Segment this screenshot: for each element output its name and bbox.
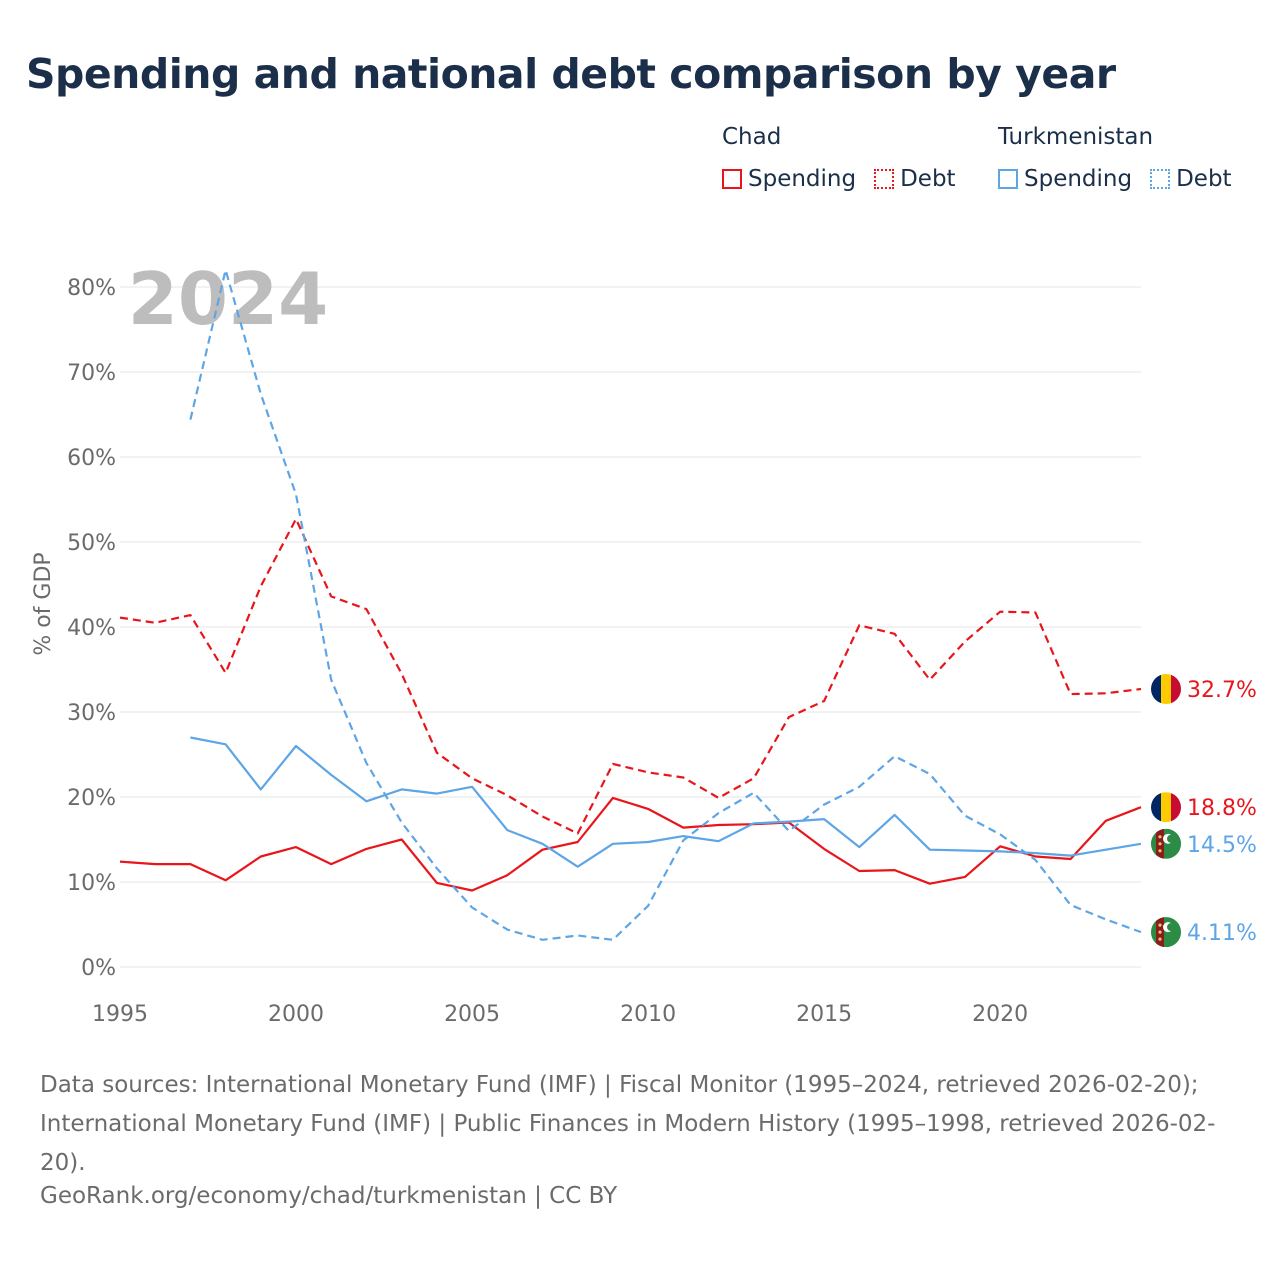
chad-flag-icon xyxy=(1151,674,1181,704)
end-value-label: 14.5% xyxy=(1187,833,1257,858)
x-axis-ticks: 1995 2000 2005 2010 2015 2020 xyxy=(92,1002,1028,1027)
y-tick-label: 30% xyxy=(67,701,116,726)
y-axis-label: % of GDP xyxy=(31,552,56,655)
legend-item-turkmenistan-spending[interactable]: Spending xyxy=(998,166,1132,192)
x-tick-label: 2015 xyxy=(796,1002,852,1027)
grid-lines xyxy=(120,286,1141,968)
x-tick-label: 2020 xyxy=(972,1002,1028,1027)
chart-title: Spending and national debt comparison by… xyxy=(26,50,1116,98)
legend-label: Debt xyxy=(900,166,956,192)
series-lines xyxy=(119,268,1142,941)
y-tick-label: 80% xyxy=(67,276,116,301)
x-tick-label: 2000 xyxy=(268,1002,324,1027)
x-tick-label: 1995 xyxy=(92,1002,148,1027)
y-tick-label: 70% xyxy=(67,361,116,386)
year-watermark: 2024 xyxy=(128,257,328,341)
x-tick-label: 2010 xyxy=(620,1002,676,1027)
y-tick-label: 10% xyxy=(67,871,116,896)
y-tick-label: 50% xyxy=(67,531,116,556)
y-tick-label: 0% xyxy=(81,956,116,981)
legend-swatch-dotted xyxy=(1150,169,1171,189)
legend-country-turkmenistan: Turkmenistan xyxy=(998,124,1154,150)
y-axis-ticks: 0% 10% 20% 30% 40% 50% 60% 70% 80% xyxy=(67,276,116,981)
source-text: Data sources: International Monetary Fun… xyxy=(40,1072,1216,1176)
legend-swatch-solid xyxy=(998,169,1018,189)
chad-flag-icon xyxy=(1151,792,1181,823)
legend-country-chad: Chad xyxy=(722,124,782,150)
attribution-link[interactable]: GeoRank.org/economy/chad/turkmenistan | … xyxy=(40,1183,618,1209)
end-value-label: 18.8% xyxy=(1187,796,1257,821)
y-tick-label: 40% xyxy=(67,616,116,641)
legend-item-chad-spending[interactable]: Spending xyxy=(722,166,856,192)
end-labels: 18.8% 32.7% 14.5% 4.11% xyxy=(1151,674,1257,948)
y-tick-label: 20% xyxy=(67,786,116,811)
turkmenistan-flag-icon xyxy=(1151,917,1181,948)
end-value-label: 32.7% xyxy=(1187,678,1257,703)
legend-label: Spending xyxy=(748,166,857,192)
legend-item-chad-debt[interactable]: Debt xyxy=(874,166,956,192)
series-line-chad-debt[interactable] xyxy=(119,517,1142,835)
series-line-chad-spending[interactable] xyxy=(119,796,1142,892)
x-tick-label: 2005 xyxy=(444,1002,500,1027)
legend-swatch-dotted xyxy=(874,169,895,189)
legend-item-turkmenistan-debt[interactable]: Debt xyxy=(1150,166,1232,192)
legend-label: Spending xyxy=(1024,166,1133,192)
series-line-turkmenistan-debt[interactable] xyxy=(189,268,1142,941)
series-line-turkmenistan-spending[interactable] xyxy=(190,736,1142,868)
legend-label: Debt xyxy=(1176,166,1232,192)
y-tick-label: 60% xyxy=(67,446,116,471)
end-value-label: 4.11% xyxy=(1187,921,1257,946)
legend-group-chad: Chad Spending Debt xyxy=(722,124,956,192)
legend-swatch-solid xyxy=(722,169,742,189)
turkmenistan-flag-icon xyxy=(1151,828,1181,859)
legend-group-turkmenistan: Turkmenistan Spending Debt xyxy=(998,124,1232,192)
